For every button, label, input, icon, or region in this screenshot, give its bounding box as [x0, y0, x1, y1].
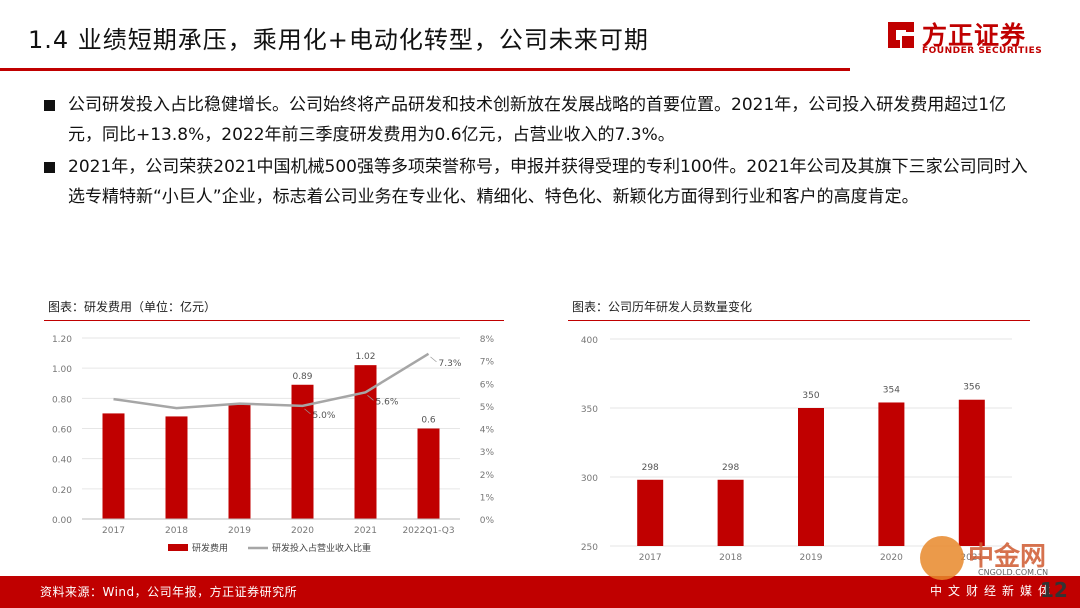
bar-rd-expense — [417, 428, 440, 519]
bar-value-label: 0.6 — [421, 416, 436, 426]
bar-rd-staff — [798, 408, 824, 546]
brand-logo: 方正证券 FOUNDER SECURITIES — [884, 16, 1054, 60]
x-tick-label: 2019 — [228, 526, 251, 536]
y-tick-label: 300 — [581, 474, 598, 484]
x-tick-label: 2021 — [960, 553, 983, 563]
bar-rd-expense — [354, 365, 377, 519]
line-value-label: 5.0% — [313, 411, 336, 421]
y2-tick-label: 1% — [480, 493, 495, 503]
bullet-list: 公司研发投入占比稳健增长。公司始终将产品研发和技术创新放在发展战略的首要位置。2… — [44, 90, 1034, 214]
bullet-text: 2021年，公司荣获2021中国机械500强等多项荣誉称号，申报并获得受理的专利… — [68, 157, 1028, 207]
y2-tick-label: 6% — [480, 380, 495, 390]
chart-title-rd-staff: 图表：公司历年研发人员数量变化 — [572, 300, 753, 314]
annotation-leader — [367, 395, 374, 401]
bullet-text: 公司研发投入占比稳健增长。公司始终将产品研发和技术创新放在发展战略的首要位置。2… — [68, 95, 1007, 145]
bar-value-label: 354 — [883, 385, 900, 395]
y2-tick-label: 4% — [480, 426, 495, 436]
page-number: 12 — [1040, 578, 1068, 602]
x-tick-label: 2019 — [800, 553, 823, 563]
bar-value-label: 298 — [642, 463, 659, 473]
founder-logo-icon — [888, 22, 914, 48]
bullet-item: 2021年，公司荣获2021中国机械500强等多项荣誉称号，申报并获得受理的专利… — [44, 152, 1034, 212]
y-tick-label: 250 — [581, 543, 598, 553]
y2-tick-label: 0% — [480, 516, 495, 526]
x-tick-label: 2020 — [880, 553, 903, 563]
y2-tick-label: 3% — [480, 448, 495, 458]
bar-rd-expense — [228, 404, 251, 519]
bullet-square-icon — [44, 100, 55, 111]
chart-title-rule — [568, 320, 1030, 321]
x-tick-label: 2021 — [354, 526, 377, 536]
legend-swatch-bar — [168, 544, 188, 551]
logo-text-cn: 方正证券 — [922, 21, 1027, 50]
watermark-brand: 中金网 — [968, 542, 1047, 572]
rd-expense-chart: 0.00 0.20 0.40 0.60 0.80 1.00 1.20 0% 1% 2% 3% 4% 5%… — [52, 335, 495, 554]
bar-value-label: 1.02 — [355, 352, 375, 362]
y-tick-label: 1.00 — [52, 365, 72, 375]
line-rd-ratio — [113, 352, 430, 410]
x-tick-label: 2017 — [639, 553, 662, 563]
bar-rd-staff — [958, 399, 985, 546]
source-note: 资料来源：Wind，公司年报，方正证券研究所 — [40, 585, 298, 599]
line-value-label: 5.6% — [376, 397, 399, 407]
footer-bar — [0, 576, 1080, 608]
watermark-logo-icon — [920, 536, 964, 580]
watermark-url: CNGOLD.COM.CN — [978, 568, 1049, 577]
bar-rd-staff — [717, 479, 744, 546]
bar-rd-staff — [878, 402, 905, 546]
y2-tick-label: 2% — [480, 471, 495, 481]
y-tick-label: 0.20 — [52, 486, 72, 496]
annotation-leader — [304, 408, 311, 415]
y-tick-label: 0.00 — [52, 516, 72, 526]
y-tick-label: 350 — [581, 405, 598, 415]
x-tick-label: 2017 — [102, 526, 125, 536]
bullet-square-icon — [44, 162, 55, 173]
y2-tick-label: 8% — [480, 335, 495, 345]
bar-value-label: 350 — [802, 391, 819, 401]
bar-value-label: 356 — [963, 383, 980, 393]
annotation-leader — [430, 356, 437, 363]
chart-title-rd-expense: 图表：研发费用（单位：亿元） — [48, 300, 217, 314]
watermark: 中金网 CNGOLD.COM.CN 中文财经新媒体 — [920, 536, 1070, 602]
x-tick-label: 2018 — [165, 526, 188, 536]
y2-tick-label: 5% — [480, 403, 495, 413]
legend-label: 研发费用 — [192, 542, 228, 554]
bar-rd-expense — [102, 413, 125, 519]
title-rule — [0, 68, 850, 71]
x-tick-label: 2020 — [291, 526, 314, 536]
chart-title-rule — [44, 320, 504, 321]
y-tick-label: 0.40 — [52, 456, 72, 466]
bar-rd-expense — [291, 384, 314, 519]
legend-label: 研发投入占营业收入比重 — [272, 542, 371, 554]
bar-value-label: 0.89 — [292, 372, 312, 382]
x-tick-label: 2022Q1-Q3 — [402, 526, 454, 536]
y-tick-label: 1.20 — [52, 335, 72, 345]
y-tick-label: 0.60 — [52, 426, 72, 436]
page-title: 1.4 业绩短期承压，乘用化+电动化转型，公司未来可期 — [28, 26, 649, 54]
x-tick-label: 2018 — [719, 553, 742, 563]
y-tick-label: 0.80 — [52, 395, 72, 405]
bar-rd-expense — [165, 416, 188, 519]
bar-rd-staff — [637, 479, 664, 546]
logo-text-en: FOUNDER SECURITIES — [922, 46, 1043, 56]
watermark-sub: 中文财经新媒体 — [930, 584, 1057, 598]
rd-staff-chart: 250 300 350 400 298 2017 298 2018 350 2019 354 2020… — [581, 336, 1012, 563]
bar-value-label: 298 — [722, 463, 739, 473]
bullet-item: 公司研发投入占比稳健增长。公司始终将产品研发和技术创新放在发展战略的首要位置。2… — [44, 90, 1034, 150]
y-tick-label: 400 — [581, 336, 598, 346]
y2-tick-label: 7% — [480, 358, 495, 368]
line-value-label: 7.3% — [439, 359, 462, 369]
